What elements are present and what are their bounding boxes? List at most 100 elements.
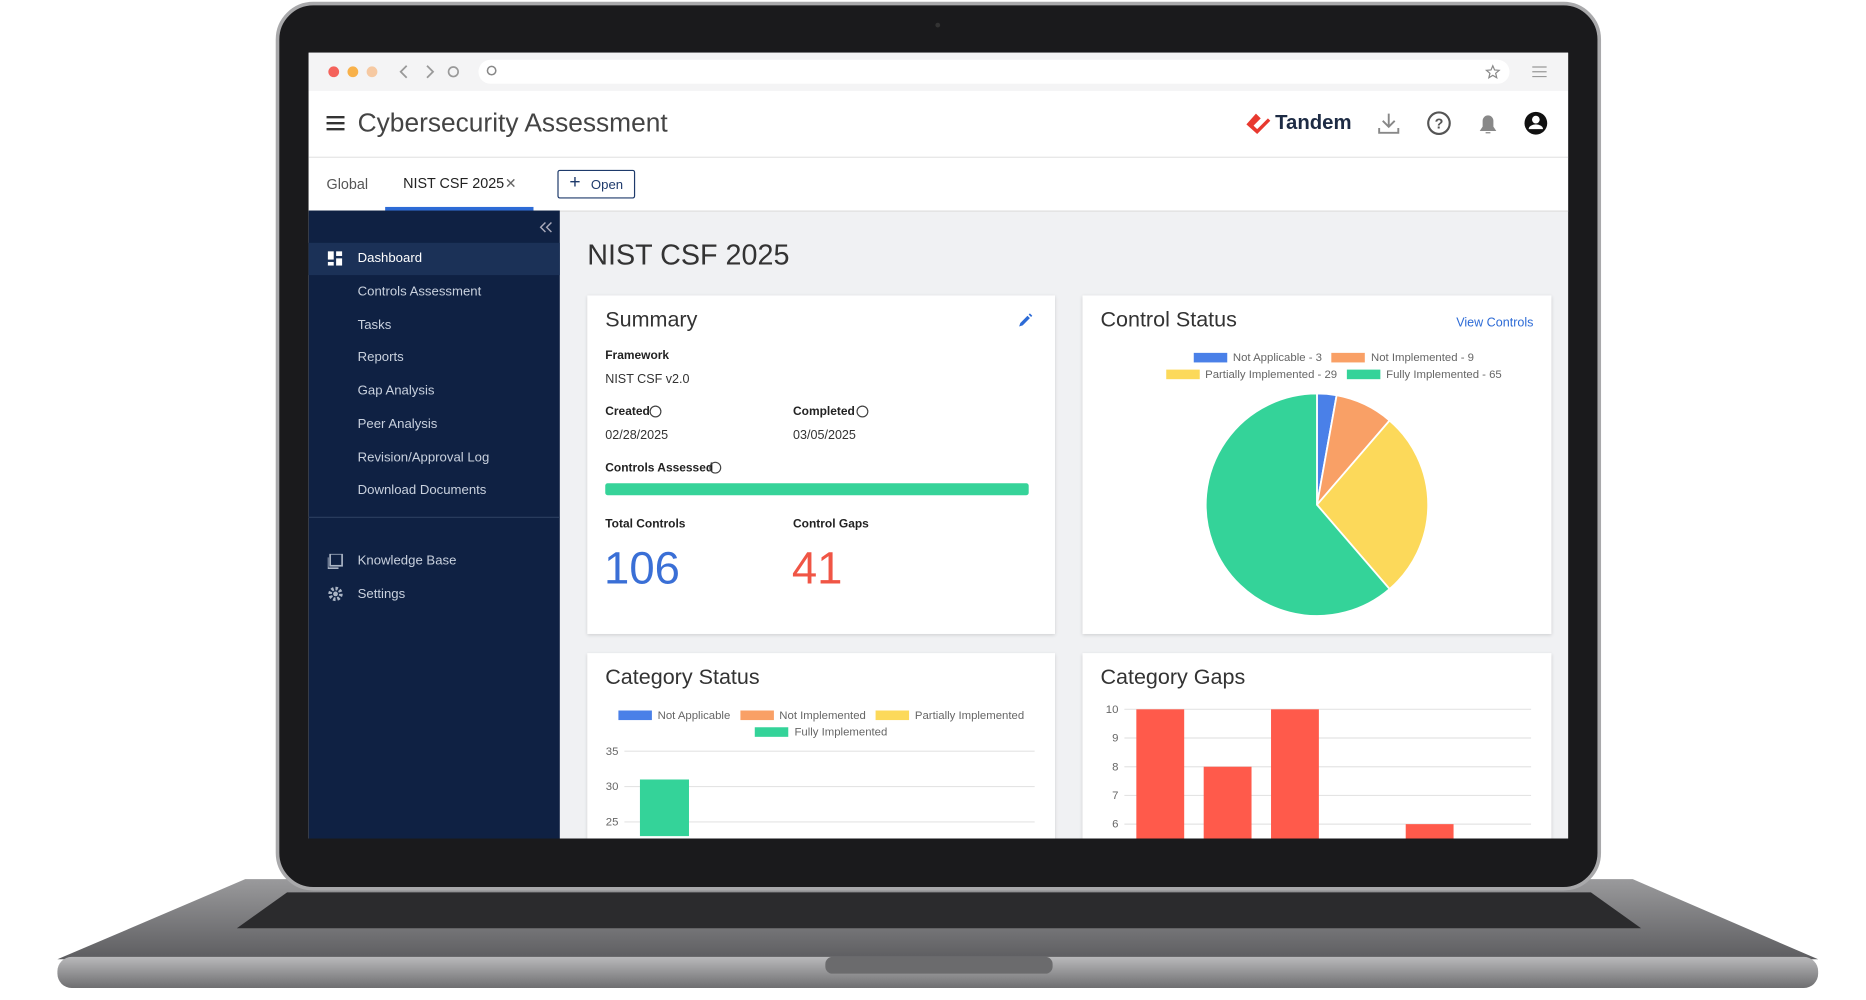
y-tick-label: 30: [606, 781, 619, 793]
app-header: Cybersecurity Assessment Tandem ?: [308, 90, 1569, 158]
link[interactable]: View Controls: [1456, 315, 1534, 331]
legend-label: Not Implemented: [779, 709, 866, 723]
nav-item[interactable]: Download Documents: [357, 483, 487, 498]
sidebar: Dashboard Controls Assessment Tasks Reports…: [308, 210, 560, 839]
pie-slice[interactable]: [1204, 392, 1391, 617]
legend-label: Fully Implemented - 65: [1386, 368, 1502, 382]
info-icon[interactable]: [648, 404, 662, 418]
legend-swatch: [1331, 352, 1366, 363]
legend-item[interactable]: Partially Implemented: [875, 709, 1024, 722]
y-tick-label: 6: [1112, 819, 1118, 831]
summary-card: Summary Framework NIST CSF v2.0 Created …: [587, 295, 1056, 634]
field-label: Framework: [605, 349, 670, 363]
nav-item[interactable]: Tasks: [357, 318, 392, 333]
tab-close[interactable]: [505, 177, 517, 189]
card-title: Category Status: [605, 665, 760, 689]
y-tick-label: 10: [1106, 704, 1119, 716]
menu-icon[interactable]: [325, 115, 347, 132]
nav-item[interactable]: Reports: [357, 350, 404, 365]
y-tick-label: 25: [606, 817, 619, 829]
legend-swatch: [1346, 369, 1381, 380]
legend-item[interactable]: Not Implemented: [739, 709, 866, 723]
field-label: Controls Assessed: [605, 461, 714, 475]
collapse-icon[interactable]: [538, 220, 552, 234]
field-label: Total Controls: [605, 517, 686, 532]
legend-item[interactable]: Not Applicable: [618, 709, 730, 722]
legend-label: Not Applicable - 3: [1232, 351, 1322, 365]
bar[interactable]: [1271, 709, 1319, 839]
settings-icon: [328, 586, 343, 602]
legend-swatch: [754, 727, 789, 737]
legend-label: Fully Implemented: [794, 726, 888, 740]
legend-item[interactable]: Partially Implemented - 29: [1165, 368, 1338, 382]
field-value: 02/28/2025: [605, 428, 669, 443]
open-button[interactable]: + Open: [557, 169, 636, 199]
info-icon[interactable]: [855, 404, 869, 418]
category-status-card: Category Status Not Applicable Not Impleme…: [587, 653, 1056, 839]
legend-item[interactable]: Fully Implemented: [754, 726, 888, 740]
edit-icon[interactable]: [1017, 312, 1034, 329]
bar[interactable]: [1405, 824, 1454, 839]
y-tick-label: 8: [1112, 761, 1118, 773]
bar-chart: 25 30 35: [606, 746, 1035, 837]
card-title: Control Status: [1100, 307, 1237, 332]
field-value: NIST CSF v2.0: [605, 372, 690, 387]
legend-item[interactable]: Not Implemented - 9: [1331, 351, 1474, 365]
y-tick-label: 7: [1112, 790, 1118, 802]
knowledge-icon: [327, 553, 343, 570]
nav-item[interactable]: Controls Assessment: [357, 284, 482, 300]
legend-swatch: [875, 710, 909, 721]
card-title: Summary: [605, 307, 698, 332]
card-title: Category Gaps: [1100, 665, 1246, 689]
nav-item[interactable]: Dashboard: [357, 251, 423, 266]
legend: Not Applicable - 3 Not Implemented - 9 Par…: [1154, 352, 1513, 382]
nav-item[interactable]: Settings: [357, 587, 406, 602]
tab[interactable]: Global: [326, 175, 369, 193]
legend: Not Applicable Not Implemented Partially I…: [605, 709, 1037, 739]
bar[interactable]: [639, 779, 689, 837]
legend-label: Partially Implemented - 29: [1205, 368, 1338, 382]
progress-bar: [605, 483, 1029, 496]
legend-item[interactable]: Fully Implemented - 65: [1346, 368, 1502, 382]
brand-name: Tandem: [1275, 111, 1352, 134]
brand-logo: [1246, 113, 1271, 134]
plus-icon: +: [569, 172, 581, 193]
legend-label: Not Applicable: [657, 709, 731, 723]
dashboard-icon: [327, 251, 343, 266]
browser-bar: [308, 52, 1569, 91]
bar-chart: 6 7 8 9 10: [1106, 704, 1532, 839]
field-label: Completed: [793, 405, 855, 419]
legend-swatch: [1193, 352, 1227, 363]
legend-label: Partially Implemented: [914, 709, 1025, 723]
nav-item[interactable]: Knowledge Base: [357, 553, 457, 569]
legend-label: Not Implemented - 9: [1371, 351, 1474, 365]
tab-underline: [385, 206, 534, 211]
y-tick-label: 9: [1112, 733, 1118, 745]
app-title: Cybersecurity Assessment: [357, 107, 668, 138]
svg-text:?: ?: [1435, 117, 1444, 133]
nav-item[interactable]: Revision/Approval Log: [357, 450, 490, 466]
legend-swatch: [618, 710, 652, 721]
browser-controls: [328, 59, 1547, 84]
pie-slice[interactable]: [1315, 419, 1430, 591]
nav-item[interactable]: Peer Analysis: [357, 417, 438, 432]
bar[interactable]: [1136, 709, 1185, 839]
legend-swatch: [1165, 369, 1200, 380]
nav-item[interactable]: Gap Analysis: [357, 383, 435, 399]
divider: [308, 516, 560, 518]
bar[interactable]: [1203, 766, 1252, 839]
info-icon[interactable]: [708, 461, 722, 475]
screen: Cybersecurity Assessment Tandem ? Global…: [308, 52, 1569, 839]
field-label: Control Gaps: [793, 517, 869, 532]
field-label: Created: [605, 405, 650, 419]
header-icons[interactable]: ?: [1377, 110, 1556, 139]
tab-active[interactable]: NIST CSF 2025: [403, 174, 505, 192]
category-gaps-card: Category Gaps 6 7 8 9 10: [1082, 653, 1552, 839]
open-button-label: Open: [590, 178, 624, 193]
page-title: NIST CSF 2025: [587, 239, 790, 272]
legend-item[interactable]: Not Applicable - 3: [1193, 352, 1322, 365]
tab-bar: Global NIST CSF 2025 + Open: [308, 157, 1569, 212]
y-tick-label: 35: [606, 746, 619, 758]
control-status-card: Control Status View Controls Not Applicabl…: [1082, 295, 1552, 634]
